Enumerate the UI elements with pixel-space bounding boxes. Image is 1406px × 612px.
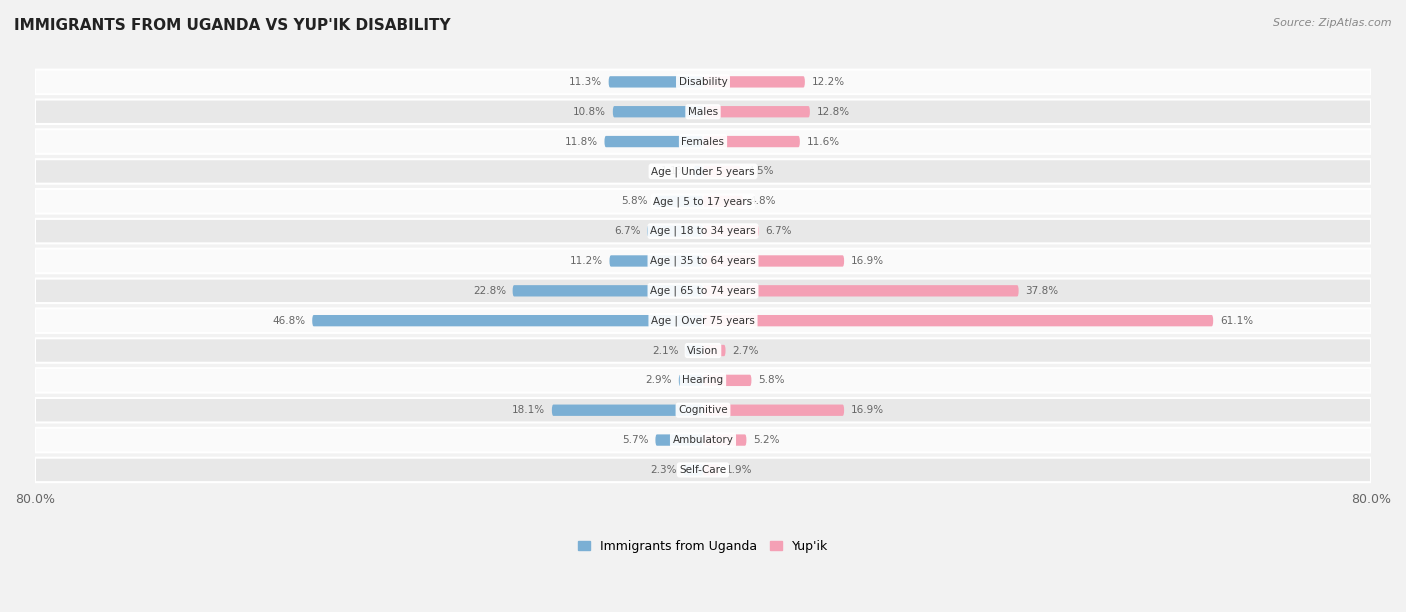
Text: 46.8%: 46.8%: [273, 316, 305, 326]
Text: 12.2%: 12.2%: [811, 77, 845, 87]
FancyBboxPatch shape: [703, 76, 804, 88]
FancyBboxPatch shape: [605, 136, 703, 147]
Text: 11.8%: 11.8%: [565, 136, 598, 146]
Text: Vision: Vision: [688, 346, 718, 356]
FancyBboxPatch shape: [703, 225, 759, 237]
Text: 1.1%: 1.1%: [661, 166, 688, 176]
FancyBboxPatch shape: [35, 278, 1371, 303]
FancyBboxPatch shape: [686, 345, 703, 356]
Text: Age | Under 5 years: Age | Under 5 years: [651, 166, 755, 177]
FancyBboxPatch shape: [703, 196, 744, 207]
FancyBboxPatch shape: [647, 225, 703, 237]
Text: Age | 5 to 17 years: Age | 5 to 17 years: [654, 196, 752, 206]
FancyBboxPatch shape: [35, 398, 1371, 422]
Text: 5.8%: 5.8%: [758, 375, 785, 386]
Text: Ambulatory: Ambulatory: [672, 435, 734, 445]
FancyBboxPatch shape: [35, 248, 1371, 273]
FancyBboxPatch shape: [35, 189, 1371, 214]
FancyBboxPatch shape: [703, 435, 747, 446]
Text: 16.9%: 16.9%: [851, 405, 884, 415]
FancyBboxPatch shape: [35, 458, 1371, 482]
Text: 1.9%: 1.9%: [725, 465, 752, 475]
FancyBboxPatch shape: [35, 70, 1371, 94]
FancyBboxPatch shape: [703, 136, 800, 147]
Text: Age | 35 to 64 years: Age | 35 to 64 years: [650, 256, 756, 266]
Text: Age | Over 75 years: Age | Over 75 years: [651, 315, 755, 326]
Text: Self-Care: Self-Care: [679, 465, 727, 475]
Text: 4.5%: 4.5%: [747, 166, 773, 176]
FancyBboxPatch shape: [703, 375, 751, 386]
Text: Cognitive: Cognitive: [678, 405, 728, 415]
FancyBboxPatch shape: [553, 405, 703, 416]
FancyBboxPatch shape: [703, 285, 1018, 296]
Text: 2.3%: 2.3%: [651, 465, 678, 475]
FancyBboxPatch shape: [703, 345, 725, 356]
FancyBboxPatch shape: [35, 129, 1371, 154]
Text: 5.8%: 5.8%: [621, 196, 648, 206]
FancyBboxPatch shape: [609, 76, 703, 88]
FancyBboxPatch shape: [312, 315, 703, 326]
Text: 6.7%: 6.7%: [614, 226, 640, 236]
FancyBboxPatch shape: [609, 255, 703, 267]
Text: 11.6%: 11.6%: [807, 136, 839, 146]
Text: 2.9%: 2.9%: [645, 375, 672, 386]
Text: 5.2%: 5.2%: [754, 435, 779, 445]
FancyBboxPatch shape: [513, 285, 703, 296]
FancyBboxPatch shape: [655, 435, 703, 446]
Text: 2.7%: 2.7%: [733, 346, 759, 356]
Text: 4.8%: 4.8%: [749, 196, 776, 206]
Text: 37.8%: 37.8%: [1025, 286, 1059, 296]
FancyBboxPatch shape: [703, 106, 810, 118]
FancyBboxPatch shape: [35, 308, 1371, 333]
FancyBboxPatch shape: [703, 255, 844, 267]
FancyBboxPatch shape: [655, 196, 703, 207]
Text: Females: Females: [682, 136, 724, 146]
FancyBboxPatch shape: [693, 166, 703, 177]
Text: Source: ZipAtlas.com: Source: ZipAtlas.com: [1274, 18, 1392, 28]
FancyBboxPatch shape: [35, 219, 1371, 244]
Text: Males: Males: [688, 106, 718, 117]
FancyBboxPatch shape: [703, 405, 844, 416]
Text: 12.8%: 12.8%: [817, 106, 849, 117]
FancyBboxPatch shape: [35, 338, 1371, 363]
FancyBboxPatch shape: [35, 159, 1371, 184]
FancyBboxPatch shape: [703, 315, 1213, 326]
FancyBboxPatch shape: [35, 100, 1371, 124]
Text: 11.3%: 11.3%: [569, 77, 602, 87]
FancyBboxPatch shape: [703, 166, 741, 177]
FancyBboxPatch shape: [35, 368, 1371, 393]
FancyBboxPatch shape: [703, 465, 718, 476]
Text: Disability: Disability: [679, 77, 727, 87]
Text: 6.7%: 6.7%: [766, 226, 792, 236]
Text: 10.8%: 10.8%: [574, 106, 606, 117]
FancyBboxPatch shape: [679, 375, 703, 386]
Legend: Immigrants from Uganda, Yup'ik: Immigrants from Uganda, Yup'ik: [572, 535, 834, 558]
Text: IMMIGRANTS FROM UGANDA VS YUP'IK DISABILITY: IMMIGRANTS FROM UGANDA VS YUP'IK DISABIL…: [14, 18, 451, 34]
Text: 2.1%: 2.1%: [652, 346, 679, 356]
Text: 22.8%: 22.8%: [472, 286, 506, 296]
Text: 11.2%: 11.2%: [569, 256, 603, 266]
FancyBboxPatch shape: [613, 106, 703, 118]
FancyBboxPatch shape: [683, 465, 703, 476]
Text: Hearing: Hearing: [682, 375, 724, 386]
Text: Age | 65 to 74 years: Age | 65 to 74 years: [650, 286, 756, 296]
Text: 61.1%: 61.1%: [1220, 316, 1253, 326]
FancyBboxPatch shape: [35, 428, 1371, 452]
Text: 18.1%: 18.1%: [512, 405, 546, 415]
Text: 5.7%: 5.7%: [623, 435, 648, 445]
Text: 16.9%: 16.9%: [851, 256, 884, 266]
Text: Age | 18 to 34 years: Age | 18 to 34 years: [650, 226, 756, 236]
